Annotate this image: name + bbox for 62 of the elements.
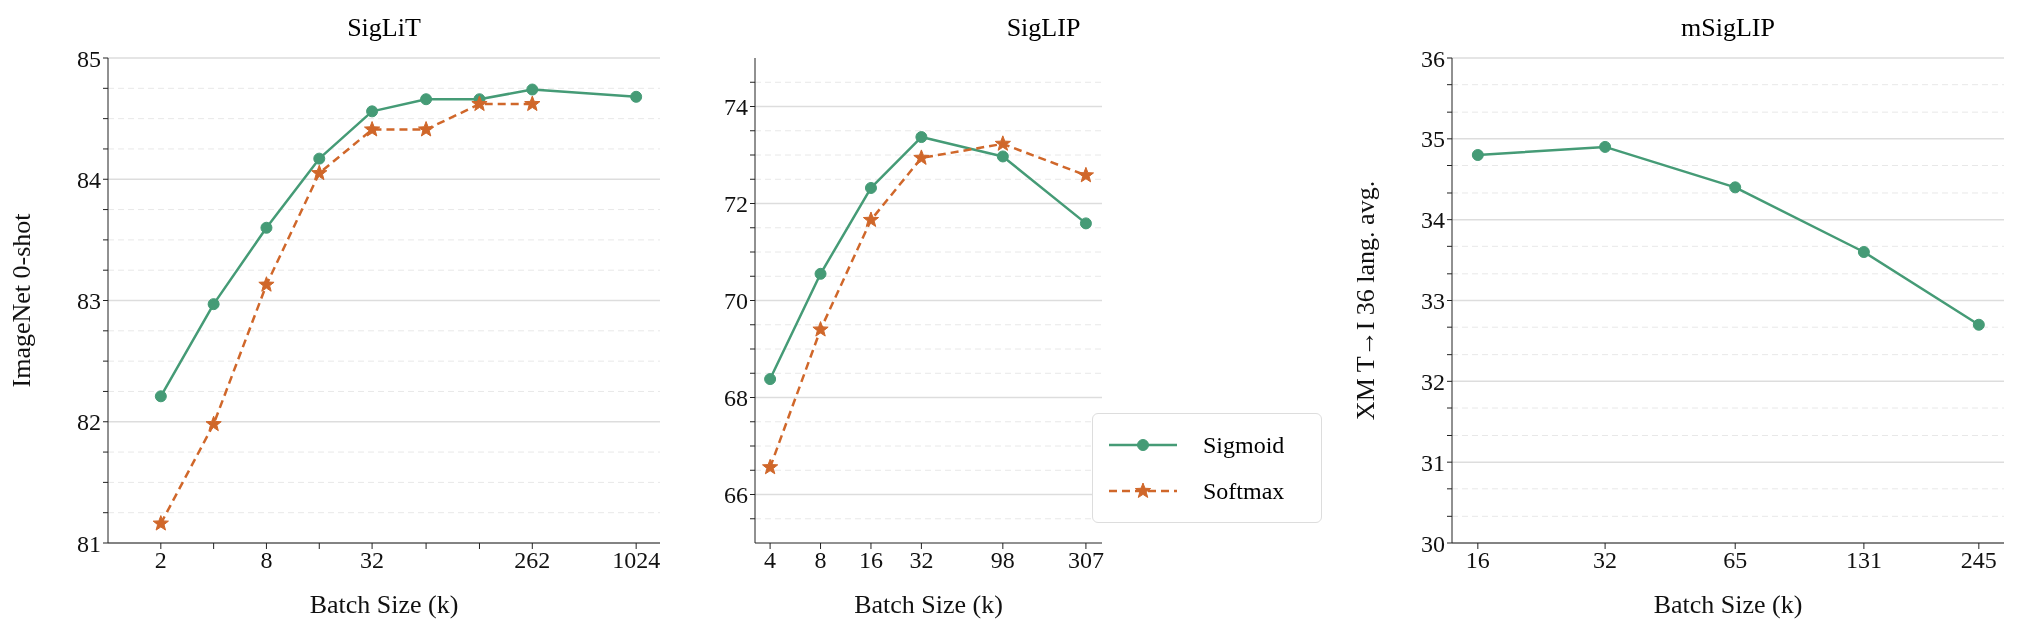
x-tick-label: 32	[1593, 547, 1618, 574]
x-tick-label: 32	[909, 547, 934, 574]
x-tick-label: 65	[1723, 547, 1748, 574]
y-tick-label: 83	[77, 288, 101, 315]
point	[258, 276, 275, 292]
y-tick-label: 68	[724, 385, 748, 412]
y-tick-label: 81	[77, 530, 101, 557]
y-tick-label: 85	[77, 45, 101, 72]
chart-title: SigLIP	[1005, 12, 1082, 44]
y-tick-label: 30	[1421, 530, 1445, 557]
y-tick-label: 70	[724, 288, 748, 315]
point	[1729, 181, 1742, 194]
point	[1857, 246, 1870, 258]
y-tick-label: 72	[724, 191, 748, 218]
x-tick-label: 245	[1960, 547, 1997, 574]
x-tick-label: 8	[260, 547, 273, 574]
y-axis-title: XM T→I 36 lang. avg.	[1351, 180, 1381, 421]
x-tick-label: 16	[1465, 547, 1490, 574]
x-tick-label: 2	[154, 547, 167, 574]
point	[363, 121, 381, 137]
x-axis-title: Batch Size (k)	[854, 590, 1003, 619]
point	[366, 105, 379, 118]
x-tick-label: 32	[360, 547, 385, 574]
x-tick-label: 307	[1067, 547, 1104, 574]
point	[154, 390, 167, 403]
y-axis-title: ImageNet 0-shot	[7, 212, 37, 388]
point	[471, 95, 488, 112]
x-tick-label: 262	[514, 547, 551, 574]
point	[524, 95, 541, 112]
x-axis-title: Batch Size (k)	[1653, 590, 1803, 619]
point	[420, 93, 433, 106]
point	[152, 515, 169, 531]
x-tick-label: 4	[764, 547, 777, 574]
point	[1471, 149, 1484, 161]
point	[1599, 140, 1612, 153]
chart-title: SigLiT	[347, 13, 421, 42]
y-tick-label: 36	[1421, 45, 1445, 72]
y-tick-label: 82	[77, 409, 101, 436]
point	[313, 152, 326, 165]
point	[207, 298, 220, 311]
legend-label: Softmax	[1203, 477, 1285, 505]
legend-label: Sigmoid	[1203, 431, 1285, 459]
y-tick-label: 33	[1421, 288, 1445, 315]
x-tick-label: 16	[858, 547, 883, 574]
x-tick-label: 8	[814, 547, 827, 574]
y-tick-label: 74	[724, 94, 748, 121]
y-tick-label: 32	[1421, 368, 1445, 395]
y-tick-label: 66	[724, 482, 748, 509]
y-tick-label: 35	[1421, 126, 1445, 153]
x-tick-label: 98	[990, 547, 1015, 574]
point	[260, 221, 273, 234]
point	[417, 121, 435, 137]
x-tick-label: 131	[1845, 547, 1882, 574]
point	[205, 415, 222, 432]
x-tick-label: 1024	[612, 547, 661, 574]
x-axis-title: Batch Size (k)	[309, 590, 459, 619]
y-tick-label: 31	[1421, 449, 1445, 476]
y-tick-label: 84	[77, 166, 101, 193]
point	[526, 83, 539, 96]
chart-title: mSigLIP	[1681, 13, 1775, 42]
y-tick-label: 34	[1421, 207, 1445, 234]
point	[311, 164, 328, 181]
